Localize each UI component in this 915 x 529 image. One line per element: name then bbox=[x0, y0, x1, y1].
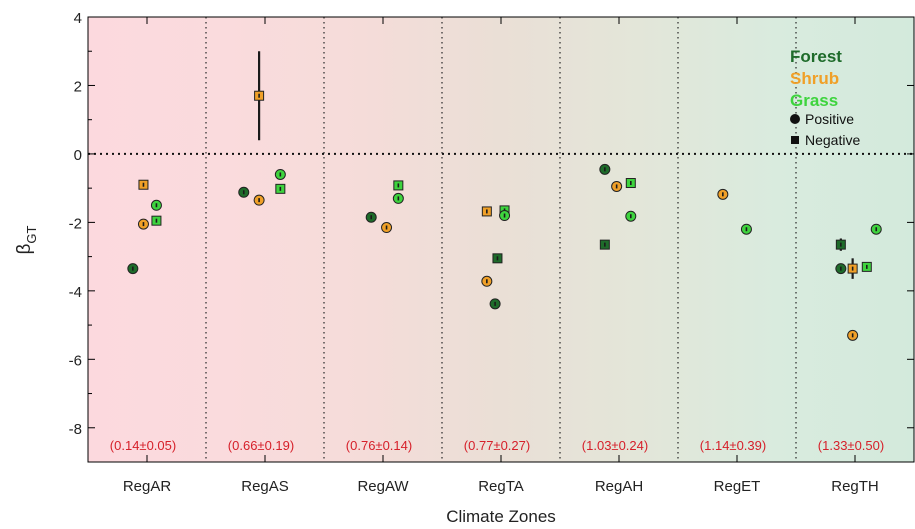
y-tick-label: 0 bbox=[74, 147, 82, 164]
y-tick-label: -4 bbox=[69, 284, 82, 301]
zone-separators bbox=[205, 17, 797, 462]
shrub-square-point bbox=[847, 258, 858, 279]
x-tick-label: RegTA bbox=[478, 478, 524, 495]
y-axis-label: βGT bbox=[14, 225, 39, 254]
legend-marker-circle bbox=[790, 114, 800, 124]
x-tick-label: RegAR bbox=[123, 478, 172, 495]
zone-annotation: (1.33±0.50) bbox=[818, 438, 884, 453]
data-points bbox=[127, 51, 882, 341]
x-axis-label: Climate Zones bbox=[446, 507, 556, 526]
grass-circle-point bbox=[274, 168, 286, 180]
forest-circle-point bbox=[127, 263, 139, 275]
plot-background bbox=[88, 17, 914, 462]
grass-square-point bbox=[625, 178, 636, 189]
x-tick-label: RegET bbox=[714, 478, 761, 495]
grass-circle-point bbox=[150, 199, 162, 211]
zone-annotation: (0.76±0.14) bbox=[346, 438, 412, 453]
y-axis-label-main: β bbox=[14, 244, 35, 255]
legend-marker-label-positive: Positive bbox=[805, 111, 854, 127]
zone-annotation: (0.77±0.27) bbox=[464, 438, 530, 453]
shrub-circle-point bbox=[381, 222, 393, 234]
y-tick-label: 4 bbox=[74, 10, 82, 27]
zone-annotation: (1.03±0.24) bbox=[582, 438, 648, 453]
zone-annotation: (0.66±0.19) bbox=[228, 438, 294, 453]
shrub-square-point bbox=[481, 206, 492, 217]
zone-annotation: (1.14±0.39) bbox=[700, 438, 766, 453]
y-axis-label-subscript: GT bbox=[24, 225, 39, 243]
grass-square-point bbox=[393, 180, 404, 191]
shrub-square-point bbox=[138, 179, 149, 190]
x-tick-label: RegTH bbox=[831, 478, 879, 495]
shrub-circle-point bbox=[481, 275, 493, 287]
grass-circle-point bbox=[392, 192, 404, 204]
grass-square-point bbox=[861, 261, 872, 272]
shrub-circle-point bbox=[253, 194, 265, 206]
forest-square-point bbox=[835, 238, 846, 251]
forest-square-point bbox=[492, 253, 503, 264]
y-tick-label: -8 bbox=[69, 421, 82, 438]
shrub-square-point bbox=[254, 51, 265, 141]
grass-circle-point bbox=[870, 223, 882, 235]
legend-series-grass: Grass bbox=[790, 91, 838, 110]
y-axis: 4 2 0 -2 -4 -6 -8 bbox=[69, 10, 914, 463]
forest-circle-point bbox=[365, 211, 377, 223]
zone-annotations: (0.14±0.05) (0.66±0.19) (0.76±0.14) (0.77±0… bbox=[110, 438, 884, 453]
forest-circle-point bbox=[835, 263, 847, 275]
x-tick-label: RegAW bbox=[357, 478, 409, 495]
zone-annotation: (0.14±0.05) bbox=[110, 438, 176, 453]
legend-marker-square bbox=[791, 136, 799, 144]
legend-series-shrub: Shrub bbox=[790, 69, 839, 88]
grass-circle-point bbox=[499, 210, 511, 222]
legend-marker-label-negative: Negative bbox=[805, 132, 860, 148]
grass-circle-point bbox=[625, 210, 637, 222]
shrub-circle-point bbox=[717, 188, 729, 200]
grass-square-point bbox=[275, 183, 286, 194]
x-axis: RegAR RegAS RegAW RegTA RegAH RegET RegTH bbox=[123, 17, 879, 495]
y-tick-label: -2 bbox=[69, 215, 82, 232]
x-tick-label: RegAH bbox=[595, 478, 643, 495]
shrub-circle-point bbox=[611, 180, 623, 192]
legend-series-forest: Forest bbox=[790, 47, 842, 66]
forest-circle-point bbox=[489, 298, 501, 310]
forest-square-point bbox=[599, 239, 610, 250]
grass-square-point bbox=[151, 215, 162, 226]
y-tick-label: -6 bbox=[69, 352, 82, 369]
grass-circle-point bbox=[740, 223, 752, 235]
y-tick-label: 2 bbox=[74, 78, 82, 95]
shrub-circle-point bbox=[847, 329, 859, 341]
shrub-circle-point bbox=[137, 218, 149, 230]
forest-circle-point bbox=[238, 186, 250, 198]
x-tick-label: RegAS bbox=[241, 478, 289, 495]
forest-circle-point bbox=[599, 163, 611, 175]
